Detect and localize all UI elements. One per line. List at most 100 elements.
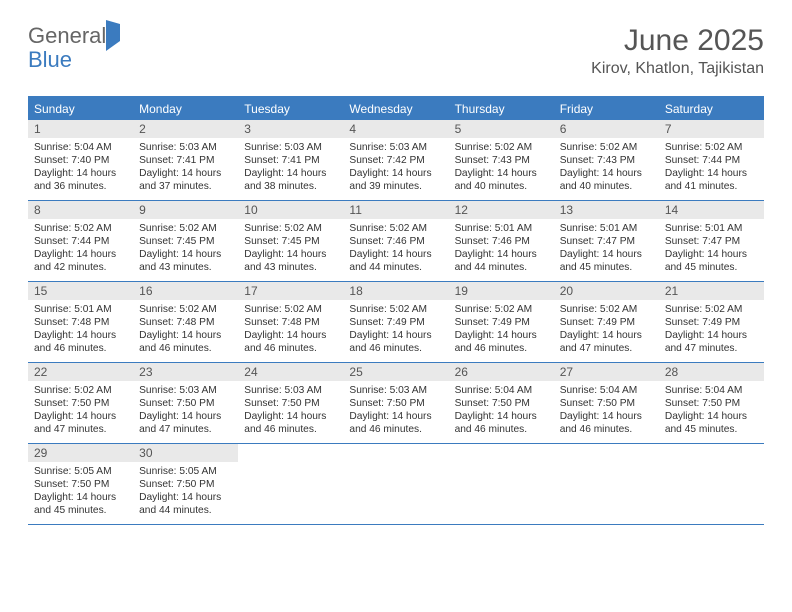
sunrise-text: Sunrise: 5:03 AM [139, 384, 232, 397]
sunset-text: Sunset: 7:50 PM [34, 478, 127, 491]
day-cell: 12Sunrise: 5:01 AMSunset: 7:46 PMDayligh… [449, 201, 554, 281]
sunset-text: Sunset: 7:50 PM [244, 397, 337, 410]
day-cell: 15Sunrise: 5:01 AMSunset: 7:48 PMDayligh… [28, 282, 133, 362]
daylight-text: Daylight: 14 hours and 41 minutes. [665, 167, 758, 193]
calendar-page: General Blue June 2025 Kirov, Khatlon, T… [0, 0, 792, 549]
weekday-label: Sunday [28, 98, 133, 120]
day-cell: 17Sunrise: 5:02 AMSunset: 7:48 PMDayligh… [238, 282, 343, 362]
day-details: Sunrise: 5:03 AMSunset: 7:50 PMDaylight:… [238, 381, 343, 436]
day-number: 4 [343, 120, 448, 138]
day-number: 18 [343, 282, 448, 300]
day-number: 7 [659, 120, 764, 138]
day-cell: 2Sunrise: 5:03 AMSunset: 7:41 PMDaylight… [133, 120, 238, 200]
sunrise-text: Sunrise: 5:02 AM [455, 141, 548, 154]
sunrise-text: Sunrise: 5:02 AM [244, 222, 337, 235]
daylight-text: Daylight: 14 hours and 46 minutes. [455, 329, 548, 355]
day-cell [238, 444, 343, 524]
page-subtitle: Kirov, Khatlon, Tajikistan [591, 60, 764, 78]
day-number: 12 [449, 201, 554, 219]
day-details: Sunrise: 5:05 AMSunset: 7:50 PMDaylight:… [133, 462, 238, 517]
logo-text-general: General [28, 23, 106, 48]
day-details: Sunrise: 5:02 AMSunset: 7:49 PMDaylight:… [554, 300, 659, 355]
day-number: 20 [554, 282, 659, 300]
day-cell: 19Sunrise: 5:02 AMSunset: 7:49 PMDayligh… [449, 282, 554, 362]
day-number: 21 [659, 282, 764, 300]
day-cell: 5Sunrise: 5:02 AMSunset: 7:43 PMDaylight… [449, 120, 554, 200]
day-number: 30 [133, 444, 238, 462]
weeks-container: 1Sunrise: 5:04 AMSunset: 7:40 PMDaylight… [28, 120, 764, 525]
day-cell: 8Sunrise: 5:02 AMSunset: 7:44 PMDaylight… [28, 201, 133, 281]
sunset-text: Sunset: 7:50 PM [34, 397, 127, 410]
day-cell: 10Sunrise: 5:02 AMSunset: 7:45 PMDayligh… [238, 201, 343, 281]
sunset-text: Sunset: 7:46 PM [349, 235, 442, 248]
sunrise-text: Sunrise: 5:01 AM [34, 303, 127, 316]
sunset-text: Sunset: 7:49 PM [665, 316, 758, 329]
sunset-text: Sunset: 7:44 PM [34, 235, 127, 248]
day-cell: 6Sunrise: 5:02 AMSunset: 7:43 PMDaylight… [554, 120, 659, 200]
day-details: Sunrise: 5:02 AMSunset: 7:46 PMDaylight:… [343, 219, 448, 274]
day-cell: 7Sunrise: 5:02 AMSunset: 7:44 PMDaylight… [659, 120, 764, 200]
week-row: 29Sunrise: 5:05 AMSunset: 7:50 PMDayligh… [28, 444, 764, 525]
sunrise-text: Sunrise: 5:02 AM [34, 222, 127, 235]
daylight-text: Daylight: 14 hours and 46 minutes. [455, 410, 548, 436]
daylight-text: Daylight: 14 hours and 45 minutes. [665, 410, 758, 436]
day-details: Sunrise: 5:03 AMSunset: 7:41 PMDaylight:… [133, 138, 238, 193]
logo: General Blue [28, 24, 120, 72]
day-cell: 25Sunrise: 5:03 AMSunset: 7:50 PMDayligh… [343, 363, 448, 443]
weekday-label: Monday [133, 98, 238, 120]
day-cell: 18Sunrise: 5:02 AMSunset: 7:49 PMDayligh… [343, 282, 448, 362]
sunset-text: Sunset: 7:46 PM [455, 235, 548, 248]
day-details: Sunrise: 5:01 AMSunset: 7:46 PMDaylight:… [449, 219, 554, 274]
daylight-text: Daylight: 14 hours and 44 minutes. [139, 491, 232, 517]
sunset-text: Sunset: 7:50 PM [139, 397, 232, 410]
day-details: Sunrise: 5:03 AMSunset: 7:50 PMDaylight:… [343, 381, 448, 436]
daylight-text: Daylight: 14 hours and 39 minutes. [349, 167, 442, 193]
sunrise-text: Sunrise: 5:02 AM [560, 303, 653, 316]
day-details: Sunrise: 5:02 AMSunset: 7:45 PMDaylight:… [238, 219, 343, 274]
sunrise-text: Sunrise: 5:05 AM [139, 465, 232, 478]
day-cell: 16Sunrise: 5:02 AMSunset: 7:48 PMDayligh… [133, 282, 238, 362]
daylight-text: Daylight: 14 hours and 46 minutes. [244, 329, 337, 355]
daylight-text: Daylight: 14 hours and 40 minutes. [455, 167, 548, 193]
sunrise-text: Sunrise: 5:04 AM [455, 384, 548, 397]
day-cell: 23Sunrise: 5:03 AMSunset: 7:50 PMDayligh… [133, 363, 238, 443]
daylight-text: Daylight: 14 hours and 36 minutes. [34, 167, 127, 193]
week-row: 1Sunrise: 5:04 AMSunset: 7:40 PMDaylight… [28, 120, 764, 201]
sunrise-text: Sunrise: 5:01 AM [560, 222, 653, 235]
weekday-label: Thursday [449, 98, 554, 120]
weekday-label: Friday [554, 98, 659, 120]
day-number: 1 [28, 120, 133, 138]
page-title: June 2025 [591, 24, 764, 58]
sunrise-text: Sunrise: 5:02 AM [665, 141, 758, 154]
daylight-text: Daylight: 14 hours and 46 minutes. [139, 329, 232, 355]
day-cell: 11Sunrise: 5:02 AMSunset: 7:46 PMDayligh… [343, 201, 448, 281]
daylight-text: Daylight: 14 hours and 46 minutes. [34, 329, 127, 355]
day-details: Sunrise: 5:04 AMSunset: 7:50 PMDaylight:… [449, 381, 554, 436]
daylight-text: Daylight: 14 hours and 45 minutes. [34, 491, 127, 517]
week-row: 22Sunrise: 5:02 AMSunset: 7:50 PMDayligh… [28, 363, 764, 444]
daylight-text: Daylight: 14 hours and 43 minutes. [139, 248, 232, 274]
day-details: Sunrise: 5:01 AMSunset: 7:48 PMDaylight:… [28, 300, 133, 355]
sunrise-text: Sunrise: 5:02 AM [244, 303, 337, 316]
day-cell: 30Sunrise: 5:05 AMSunset: 7:50 PMDayligh… [133, 444, 238, 524]
day-details: Sunrise: 5:02 AMSunset: 7:44 PMDaylight:… [659, 138, 764, 193]
day-details: Sunrise: 5:03 AMSunset: 7:41 PMDaylight:… [238, 138, 343, 193]
weekday-label: Tuesday [238, 98, 343, 120]
day-details: Sunrise: 5:02 AMSunset: 7:49 PMDaylight:… [343, 300, 448, 355]
day-details: Sunrise: 5:02 AMSunset: 7:48 PMDaylight:… [133, 300, 238, 355]
sunset-text: Sunset: 7:41 PM [244, 154, 337, 167]
sunrise-text: Sunrise: 5:02 AM [349, 303, 442, 316]
sunset-text: Sunset: 7:49 PM [349, 316, 442, 329]
day-cell [343, 444, 448, 524]
day-cell: 29Sunrise: 5:05 AMSunset: 7:50 PMDayligh… [28, 444, 133, 524]
day-details: Sunrise: 5:01 AMSunset: 7:47 PMDaylight:… [554, 219, 659, 274]
daylight-text: Daylight: 14 hours and 47 minutes. [139, 410, 232, 436]
day-cell: 9Sunrise: 5:02 AMSunset: 7:45 PMDaylight… [133, 201, 238, 281]
day-number: 28 [659, 363, 764, 381]
day-details: Sunrise: 5:02 AMSunset: 7:49 PMDaylight:… [449, 300, 554, 355]
sunrise-text: Sunrise: 5:04 AM [560, 384, 653, 397]
sunset-text: Sunset: 7:48 PM [244, 316, 337, 329]
daylight-text: Daylight: 14 hours and 46 minutes. [349, 329, 442, 355]
sunset-text: Sunset: 7:44 PM [665, 154, 758, 167]
day-number: 15 [28, 282, 133, 300]
